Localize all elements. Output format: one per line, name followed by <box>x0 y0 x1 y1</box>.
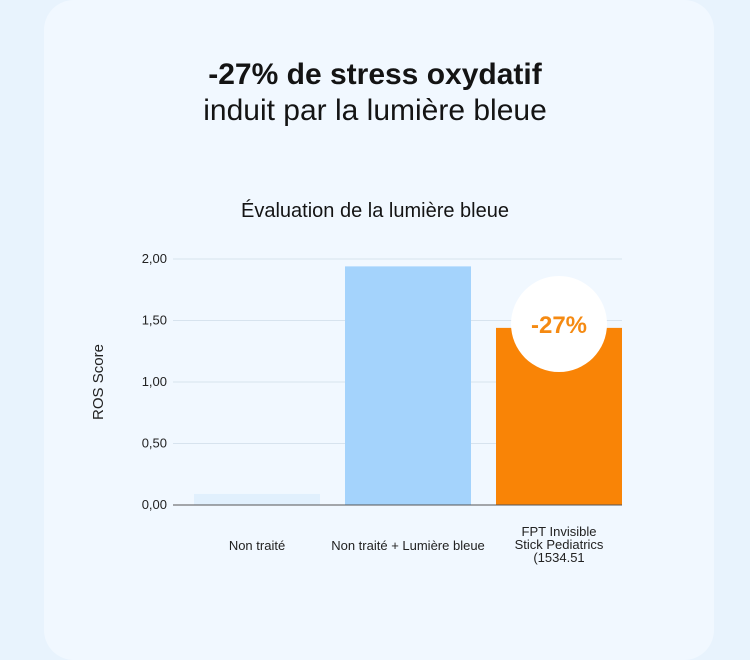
y-axis-label: ROS Score <box>90 344 107 420</box>
annotation-badge <box>511 276 607 372</box>
headline-subtitle: induit par la lumière bleue <box>203 94 547 127</box>
bar <box>194 493 320 505</box>
y-tick-label: 0,00 <box>142 497 167 512</box>
x-tick-label: Non traité + Lumière bleue <box>331 538 485 553</box>
x-tick-label: FPT Invisible <box>522 524 597 539</box>
y-tick-label: 2,00 <box>142 251 167 266</box>
y-tick-label: 0,50 <box>142 436 167 451</box>
bar <box>345 266 471 505</box>
y-tick-label: 1,00 <box>142 374 167 389</box>
annotation-label: -27% <box>531 312 587 339</box>
x-tick-label: Stick Pediatrics <box>515 537 604 552</box>
headline-title: -27% de stress oxydatif <box>208 58 542 91</box>
y-tick-label: 1,50 <box>142 313 167 328</box>
x-tick-label: (1534.51 <box>533 550 584 565</box>
x-tick-label: Non traité <box>229 538 285 553</box>
chart-title: Évaluation de la lumière bleue <box>241 200 509 222</box>
